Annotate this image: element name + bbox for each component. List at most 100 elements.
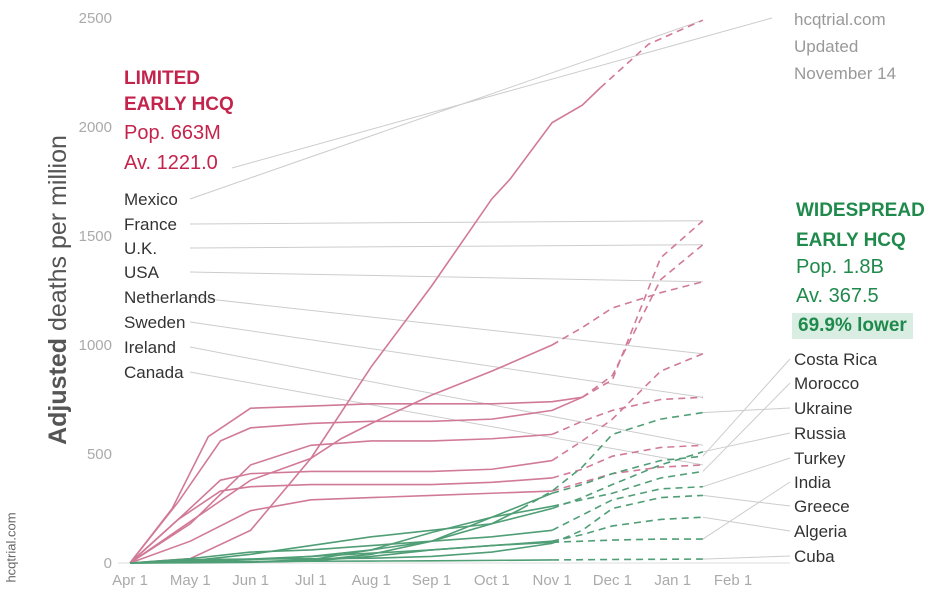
country-label-costa-rica: Costa Rica	[794, 350, 878, 369]
connector-line	[189, 19, 704, 200]
country-label-netherlands: Netherlands	[124, 288, 216, 307]
series-line-france	[129, 396, 583, 564]
limited-average: Av. 1221.0	[124, 152, 218, 174]
series-line-mexico	[129, 87, 601, 564]
connector-line	[189, 321, 703, 398]
x-tick-label: Apr 1	[112, 572, 148, 589]
y-tick-label: 1000	[79, 337, 112, 354]
connector-line	[231, 17, 773, 169]
projection-line-cuba	[552, 558, 703, 561]
series-line-turkey	[129, 529, 553, 564]
country-label-morocco: Morocco	[794, 374, 860, 393]
limited-title-line1: LIMITED	[124, 68, 200, 89]
projection-line-sweden	[551, 396, 703, 436]
limited-population: Pop. 663M	[124, 122, 221, 144]
country-label-canada: Canada	[124, 363, 184, 382]
limited-title: LIMITED EARLY HCQ	[124, 66, 234, 118]
country-label-usa: USA	[124, 263, 159, 282]
y-tick-label: 2000	[79, 119, 112, 136]
projection-line-netherlands	[551, 352, 704, 462]
widespread-title-line2: EARLY HCQ	[796, 230, 906, 251]
widespread-average: Av. 367.5	[796, 285, 879, 307]
connector-line	[702, 516, 791, 532]
widespread-title-line1: WIDESPREAD	[796, 200, 925, 221]
x-tick-label: Jun 1	[232, 572, 269, 589]
series-line-netherlands	[129, 459, 553, 564]
series-line-canada	[129, 490, 553, 564]
source-site: hcqtrial.com	[794, 10, 886, 29]
y-tick-label: 0	[104, 555, 112, 572]
series-lines	[129, 19, 704, 564]
series-line-algeria	[129, 540, 553, 564]
country-label-sweden: Sweden	[124, 313, 186, 332]
country-label-ukraine: Ukraine	[794, 399, 853, 418]
connector-line	[189, 296, 703, 355]
widespread-lower-badge: 69.9% lower	[792, 313, 913, 339]
y-axis-label-rest: deaths per million	[44, 135, 72, 338]
series-line-usa	[129, 344, 553, 564]
x-tick-label: May 1	[170, 572, 211, 589]
y-tick-label: 500	[87, 446, 112, 463]
country-label-turkey: Turkey	[794, 449, 846, 468]
widespread-title: WIDESPREAD EARLY HCQ	[796, 196, 925, 256]
y-tick-label: 2500	[79, 10, 112, 27]
projection-line-u-k-	[581, 244, 704, 398]
series-line-ireland	[129, 477, 553, 564]
source-watermark: hcqtrial.com	[3, 512, 19, 583]
connector-line	[702, 407, 791, 414]
country-label-uk: U.K.	[124, 239, 158, 258]
x-tick-label: Feb 1	[714, 572, 752, 589]
source-date: November 14	[794, 64, 897, 83]
country-label-algeria: Algeria	[794, 522, 847, 541]
projection-line-algeria	[551, 516, 703, 542]
projection-line-india	[552, 538, 703, 544]
country-label-india: India	[794, 473, 831, 492]
country-label-ireland: Ireland	[124, 338, 176, 357]
projection-line-ireland	[551, 444, 703, 479]
x-tick-label: Jul 1	[295, 572, 327, 589]
x-tick-label: Nov 1	[533, 572, 572, 589]
label-connectors	[189, 17, 791, 560]
projection-line-russia	[551, 451, 704, 510]
connector-line	[702, 358, 791, 457]
country-label-russia: Russia	[794, 424, 846, 443]
widespread-population: Pop. 1.8B	[796, 256, 884, 278]
line-chart: 0 500 1000 1500 2000 2500 Apr 1 May 1 Jun 1 Jul 1…	[44, 10, 791, 589]
connector-line	[702, 382, 791, 472]
connector-line	[702, 432, 791, 453]
connector-line	[702, 494, 791, 507]
country-label-cuba: Cuba	[794, 547, 835, 566]
connector-line	[189, 244, 703, 249]
x-tick-label: Jan 1	[654, 572, 691, 589]
connector-line	[189, 271, 703, 283]
source-note: hcqtrial.com Updated November 14	[794, 6, 896, 87]
source-updated: Updated	[794, 37, 859, 56]
projection-line-morocco	[551, 470, 703, 508]
series-line-greece	[129, 542, 553, 564]
projection-line-ukraine	[521, 411, 703, 510]
country-label-greece: Greece	[794, 497, 850, 516]
y-axis-label: Adjusted deaths per million	[44, 135, 72, 445]
y-tick-label: 1500	[79, 228, 112, 245]
projection-line-costa-rica	[551, 455, 703, 495]
connector-line	[189, 371, 703, 466]
chart-axes: 0 500 1000 1500 2000 2500 Apr 1 May 1 Jun 1 Jul 1…	[79, 10, 790, 589]
x-tick-label: Aug 1	[352, 572, 391, 589]
connector-line	[702, 457, 791, 488]
series-line-cuba	[129, 559, 553, 564]
connector-line	[189, 346, 703, 446]
x-tick-label: Dec 1	[593, 572, 632, 589]
projection-line-france	[581, 220, 704, 399]
y-axis-label-bold: Adjusted	[44, 338, 72, 445]
x-tick-label: Oct 1	[474, 572, 510, 589]
projection-line-usa	[551, 281, 704, 346]
series-line-sweden	[129, 433, 553, 564]
country-label-france: France	[124, 215, 177, 234]
country-label-mexico: Mexico	[124, 190, 178, 209]
x-tick-label: Sep 1	[412, 572, 451, 589]
projection-line-greece	[551, 494, 703, 545]
connector-line	[189, 220, 703, 225]
connector-line	[702, 555, 791, 560]
limited-title-line2: EARLY HCQ	[124, 94, 234, 115]
series-line-u-k-	[129, 396, 583, 564]
